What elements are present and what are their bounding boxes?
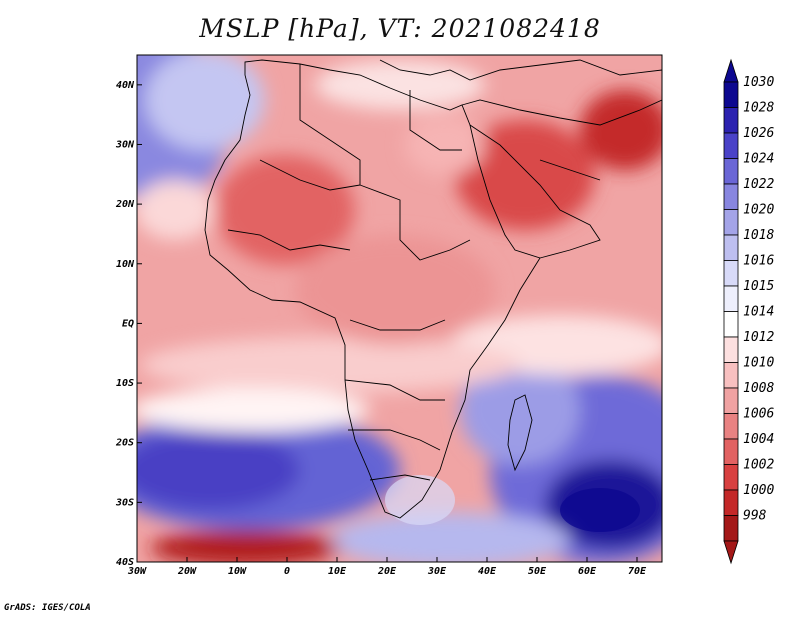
colorbar-swatch xyxy=(723,438,739,465)
axis-ticks: 30W 20W 10W 0 10E 20E 30E 40E 50E 60E 70E 40N 30N 20N… xyxy=(115,80,647,577)
colorbar-label: 1030 xyxy=(743,75,774,90)
lat-tick-label: 40S xyxy=(116,557,134,568)
colorbar-swatch xyxy=(723,413,739,440)
colorbar-label: 1004 xyxy=(743,432,774,447)
colorbar-swatch xyxy=(723,132,739,159)
colorbar-label: 1018 xyxy=(743,228,774,243)
colorbar-label: 1002 xyxy=(743,458,774,473)
colorbar-label: 1024 xyxy=(743,152,774,167)
lon-tick-label: 10E xyxy=(328,566,347,577)
lon-tick-label: 20E xyxy=(377,566,397,577)
colorbar-swatch xyxy=(723,336,739,363)
colorbar-swatch xyxy=(723,311,739,338)
footer-credit: GrADS: IGES/COLA xyxy=(4,603,91,613)
colorbar-label: 998 xyxy=(743,509,767,524)
colorbar-swatch xyxy=(723,183,739,210)
map-frame xyxy=(136,54,663,563)
lat-tick-label: 10S xyxy=(116,378,134,389)
colorbar-swatch xyxy=(723,209,739,236)
lon-tick-label: 40E xyxy=(478,566,497,577)
colorbar-label: 1006 xyxy=(743,407,774,422)
lon-tick-label: 20W xyxy=(177,566,197,577)
colorbar-label: 1012 xyxy=(743,330,774,345)
colorbar-swatch xyxy=(723,464,739,491)
colorbar-label: 1020 xyxy=(743,203,774,218)
colorbar-label: 1015 xyxy=(743,279,774,294)
colorbar-swatch xyxy=(723,81,739,108)
colorbar-label: 1026 xyxy=(743,126,774,141)
lat-tick-label: 40N xyxy=(116,80,135,91)
colorbar-swatch xyxy=(723,387,739,414)
colorbar-swatch xyxy=(723,158,739,185)
colorbar-swatch xyxy=(723,489,739,516)
colorbar-swatch xyxy=(723,234,739,261)
lat-tick-label: 20S xyxy=(115,438,134,449)
colorbar-swatch xyxy=(723,107,739,134)
colorbar-label: 1010 xyxy=(743,356,774,371)
lat-tick-label: 10N xyxy=(116,259,135,270)
chart-title: MSLP [hPa], VT: 2021082418 xyxy=(199,14,601,43)
lon-tick-label: 50E xyxy=(528,566,547,577)
lon-tick-label: 30E xyxy=(427,566,447,577)
lat-tick-label: 30S xyxy=(115,497,134,508)
lon-tick-label: 70E xyxy=(628,566,647,577)
colorbar: 1030 1028 1026 1024 1022 1020 1018 1016 1015 1014… xyxy=(723,58,774,565)
lat-tick-label: 20N xyxy=(115,199,135,210)
colorbar-label: 1014 xyxy=(743,305,774,320)
lon-tick-label: 60E xyxy=(578,566,597,577)
colorbar-label: 1022 xyxy=(743,177,774,192)
colorbar-bottom-arrow xyxy=(723,540,739,565)
lat-tick-label: 30N xyxy=(115,139,135,150)
pressure-field xyxy=(137,55,662,562)
colorbar-label: 1000 xyxy=(743,483,774,498)
colorbar-label: 1016 xyxy=(743,254,774,269)
lon-tick-label: 30W xyxy=(127,566,147,577)
colorbar-label: 1028 xyxy=(743,101,774,116)
colorbar-swatch xyxy=(723,260,739,287)
colorbar-swatch xyxy=(723,515,739,542)
lat-tick-label: EQ xyxy=(122,318,134,329)
colorbar-swatch xyxy=(723,362,739,389)
lon-tick-label: 0 xyxy=(284,566,290,577)
coastlines xyxy=(204,59,662,519)
colorbar-top-arrow xyxy=(723,58,739,83)
lon-tick-label: 10W xyxy=(228,566,247,577)
colorbar-swatch xyxy=(723,285,739,312)
colorbar-label: 1008 xyxy=(743,381,774,396)
